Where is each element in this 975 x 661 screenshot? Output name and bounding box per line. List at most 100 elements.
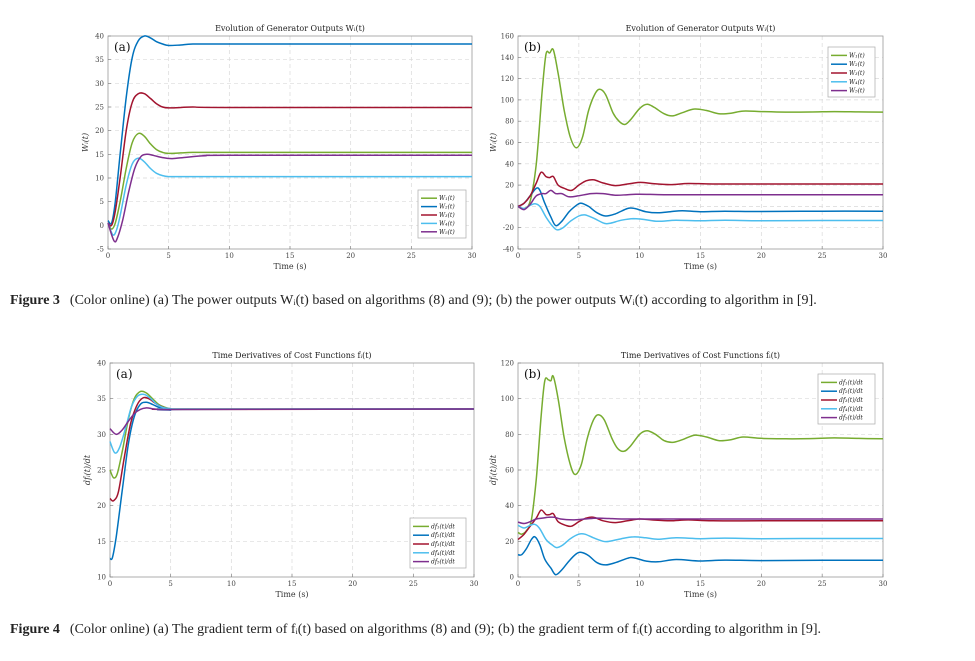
x-axis-label: Time (s): [684, 590, 717, 599]
x-tick-label: 30: [879, 580, 888, 588]
y-tick-label: 5: [100, 198, 104, 206]
x-tick-label: 5: [166, 252, 170, 260]
legend-label: W₄(t): [439, 220, 455, 227]
figure-4-caption: Figure 4 (Color online) (a) The gradient …: [10, 621, 965, 638]
x-tick-label: 20: [348, 580, 357, 588]
y-tick-label: 35: [97, 395, 106, 403]
y-axis-label: Wᵢ(t): [81, 133, 90, 152]
y-tick-label: 40: [95, 33, 104, 41]
x-tick-label: 20: [757, 580, 766, 588]
chart-fig4a: 0 5 10 15 20 25 30 10 15 20 25 30 35 40 Time Derivativ…: [83, 351, 478, 599]
series-line-1: [107, 132, 472, 230]
x-tick-label: 30: [468, 252, 477, 260]
panel-label: (a): [114, 40, 131, 54]
legend-label: df₅(t)/dt: [839, 415, 863, 422]
legend-label: W₂(t): [439, 204, 455, 211]
series-line-5: [107, 153, 473, 243]
series-line-5: [517, 516, 883, 525]
series-line-1: [517, 374, 884, 535]
legend-label: W₁(t): [849, 52, 865, 59]
x-tick-label: 10: [635, 580, 644, 588]
y-tick-label: 120: [501, 75, 514, 83]
y-tick-label: 30: [97, 431, 106, 439]
chart-fig3a: 0 5 10 15 20 25 30-50510152025303540Evolution …: [81, 24, 476, 271]
y-axis-label: dfᵢ(t)/dt: [83, 454, 92, 485]
y-tick-label: 40: [97, 360, 106, 368]
y-tick-label: 35: [95, 56, 104, 64]
x-tick-label: 15: [696, 252, 705, 260]
y-tick-label: 20: [95, 127, 104, 135]
x-tick-label: 0: [106, 252, 110, 260]
x-tick-label: 25: [409, 580, 418, 588]
legend-label: df₁(t)/dt: [431, 523, 455, 530]
y-tick-label: 10: [97, 574, 106, 582]
series-line-5: [517, 189, 883, 211]
legend-label: W₅(t): [439, 229, 455, 236]
x-tick-label: 10: [227, 580, 236, 588]
legend: df₁(t)/dt df₂(t)/dt df₃(t)/dt df₄(t)/dt df₅(…: [817, 373, 876, 425]
series-line-3: [107, 92, 473, 227]
y-tick-label: 20: [97, 502, 106, 510]
x-tick-label: 25: [818, 580, 827, 588]
legend-label: W₃(t): [439, 212, 455, 219]
legend-label: df₄(t)/dt: [839, 406, 863, 413]
y-tick-label: 100: [501, 96, 514, 104]
legend-label: df₃(t)/dt: [839, 397, 863, 404]
y-tick-label: 40: [505, 160, 514, 168]
x-tick-label: 15: [696, 580, 705, 588]
x-tick-label: 5: [577, 252, 581, 260]
legend-label: W₁(t): [439, 195, 455, 202]
legend-label: df₅(t)/dt: [431, 559, 455, 566]
y-tick-label: 20: [505, 182, 514, 190]
y-tick-label: 30: [95, 80, 104, 88]
panel-label: (b): [524, 40, 541, 54]
x-tick-label: 5: [577, 580, 581, 588]
legend-label: df₁(t)/dt: [839, 379, 863, 386]
legend-label: W₄(t): [849, 79, 865, 86]
y-tick-label: 40: [505, 502, 514, 510]
x-axis-label: Time (s): [275, 590, 308, 599]
y-tick-label: 60: [505, 139, 514, 147]
x-axis-label: Time (s): [684, 262, 717, 271]
legend-label: df₂(t)/dt: [839, 388, 863, 395]
figure-3-caption: Figure 3 (Color online) (a) The power out…: [10, 292, 965, 309]
x-tick-label: 25: [818, 252, 827, 260]
y-tick-label: 80: [505, 431, 514, 439]
y-tick-label: 100: [501, 395, 514, 403]
y-tick-label: 25: [97, 467, 106, 475]
series-line-5: [109, 407, 475, 436]
y-tick-label: 10: [95, 175, 104, 183]
series-line-4: [517, 523, 883, 549]
x-tick-label: 0: [516, 580, 520, 588]
y-tick-label: 140: [501, 54, 514, 62]
legend-label: df₄(t)/dt: [431, 550, 455, 557]
series-line-3: [517, 509, 883, 541]
y-tick-label: 0: [100, 222, 104, 230]
y-axis-label: dfᵢ(t)/dt: [489, 454, 498, 485]
figure-3-caption-text: (Color online) (a) The power outputs Wᵢ(…: [69, 293, 817, 308]
chart-fig4b: 0 5 10 15 20 25 30 0 20 40 60 80 100 120 Time Derivati…: [489, 351, 887, 599]
legend-label: W₅(t): [849, 88, 865, 95]
chart-fig3b: 0 5 10 15 20 25 30 -40 -20 0 20 40 60 80 100 120 140 160 E…: [489, 24, 887, 271]
legend: W₁(t) W₂(t)W₃(t)W₄(t) W₅(t): [417, 189, 467, 239]
y-tick-label: 60: [505, 467, 514, 475]
x-tick-label: 0: [516, 252, 520, 260]
x-tick-label: 15: [286, 252, 295, 260]
x-tick-label: 30: [879, 252, 888, 260]
x-tick-label: 10: [225, 252, 234, 260]
x-tick-label: 30: [470, 580, 479, 588]
y-tick-label: -40: [503, 246, 514, 254]
y-tick-label: 80: [505, 118, 514, 126]
x-tick-label: 25: [407, 252, 416, 260]
legend-label: W₂(t): [849, 61, 865, 68]
y-tick-label: 120: [501, 360, 514, 368]
chart-title: Time Derivatives of Cost Functions fᵢ(t): [212, 351, 371, 360]
y-axis-label: Wᵢ(t): [489, 133, 498, 152]
chart-title: Time Derivatives of Cost Functions fᵢ(t): [621, 351, 780, 360]
series-line-2: [517, 535, 883, 576]
legend-label: W₃(t): [849, 70, 865, 77]
figure-4-caption-text: (Color online) (a) The gradient term of …: [69, 622, 822, 637]
legend: df₁(t)/dt df₂(t)/dt df₃(t)/dt df₄(t)/dt df₅(…: [409, 517, 467, 569]
series-line-4: [107, 157, 472, 236]
